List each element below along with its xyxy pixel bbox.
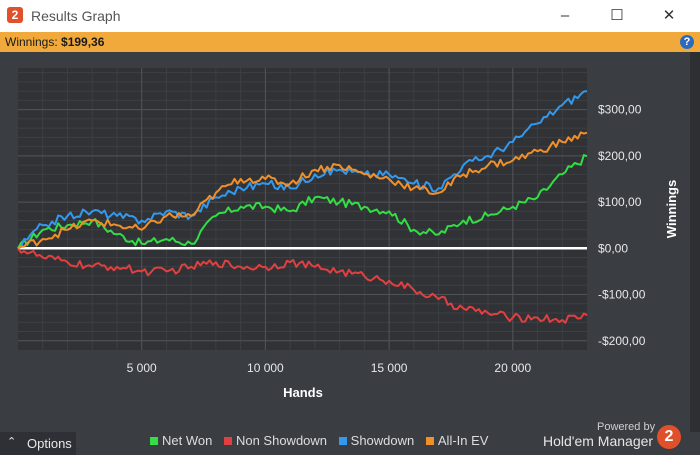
- title-bar: 2 Results Graph – ☐ ✕: [0, 0, 700, 32]
- series-line-showdown: [17, 90, 588, 250]
- series-lines: [17, 90, 588, 324]
- x-axis-label: Hands: [283, 385, 323, 400]
- brand-name: Hold'em Manager: [543, 433, 654, 449]
- minimize-button[interactable]: –: [560, 7, 570, 24]
- chart-legend: Net Won Non Showdown Showdown All-In EV: [150, 433, 496, 451]
- plot-area: [18, 68, 587, 350]
- options-label: Options: [27, 436, 72, 451]
- window-title: Results Graph: [31, 8, 121, 24]
- legend-swatch: [223, 437, 232, 445]
- results-chart: 5 000 10 000 15 000 20 000 $300,00 $200,00 $1…: [17, 68, 679, 400]
- winnings-value: $199,36: [61, 35, 105, 49]
- x-tick-label: 10 000: [247, 361, 284, 375]
- powered-by-text: Powered by: [597, 421, 656, 433]
- app-logo-icon: 2: [7, 7, 23, 23]
- y-tick-label: -$200,00: [598, 334, 646, 348]
- winnings-label: Winnings:: [5, 35, 58, 49]
- legend-swatch: [338, 437, 347, 445]
- x-tick-label: 5 000: [127, 361, 157, 375]
- y-axis-label: Winnings: [664, 180, 679, 238]
- hm2-logo-icon: 2: [657, 425, 681, 449]
- close-button[interactable]: ✕: [662, 7, 676, 24]
- legend-label: All-In EV: [437, 433, 489, 448]
- legend-label: Non Showdown: [235, 433, 328, 448]
- y-tick-label: $200,00: [598, 149, 642, 163]
- y-tick-label: $100,00: [598, 195, 642, 209]
- grid-lines: [18, 68, 587, 350]
- help-icon[interactable]: ?: [680, 35, 694, 49]
- x-tick-labels: 5 000 10 000 15 000 20 000: [127, 361, 532, 375]
- chevron-up-icon: ⌃: [7, 436, 17, 448]
- legend-item-non-showdown[interactable]: Non Showdown: [223, 433, 328, 448]
- legend-item-net-won[interactable]: Net Won: [150, 433, 212, 448]
- winnings-bar: Winnings: $199,36 ?: [0, 32, 700, 52]
- series-line-non-showdown: [17, 247, 588, 324]
- series-line-net-won: [17, 154, 588, 249]
- y-tick-label: $300,00: [598, 103, 642, 117]
- legend-label: Showdown: [350, 433, 415, 448]
- legend-item-all-in-ev[interactable]: All-In EV: [425, 433, 489, 448]
- legend-swatch: [425, 437, 434, 445]
- vertical-scrollbar[interactable]: [690, 52, 700, 432]
- winnings-summary: Winnings: $199,36: [5, 35, 104, 49]
- legend-item-showdown[interactable]: Showdown: [338, 433, 415, 448]
- legend-label: Net Won: [162, 433, 213, 448]
- y-tick-label: -$100,00: [598, 288, 646, 302]
- y-tick-label: $0,00: [598, 241, 628, 255]
- series-line-all-in-ev: [17, 131, 588, 250]
- maximize-button[interactable]: ☐: [610, 7, 624, 24]
- y-tick-labels: $300,00 $200,00 $100,00 $0,00 -$100,00 -$200,…: [598, 103, 646, 348]
- x-tick-label: 15 000: [371, 361, 408, 375]
- x-tick-label: 20 000: [494, 361, 531, 375]
- legend-swatch: [150, 437, 158, 445]
- options-button[interactable]: ⌃ Options: [0, 432, 76, 455]
